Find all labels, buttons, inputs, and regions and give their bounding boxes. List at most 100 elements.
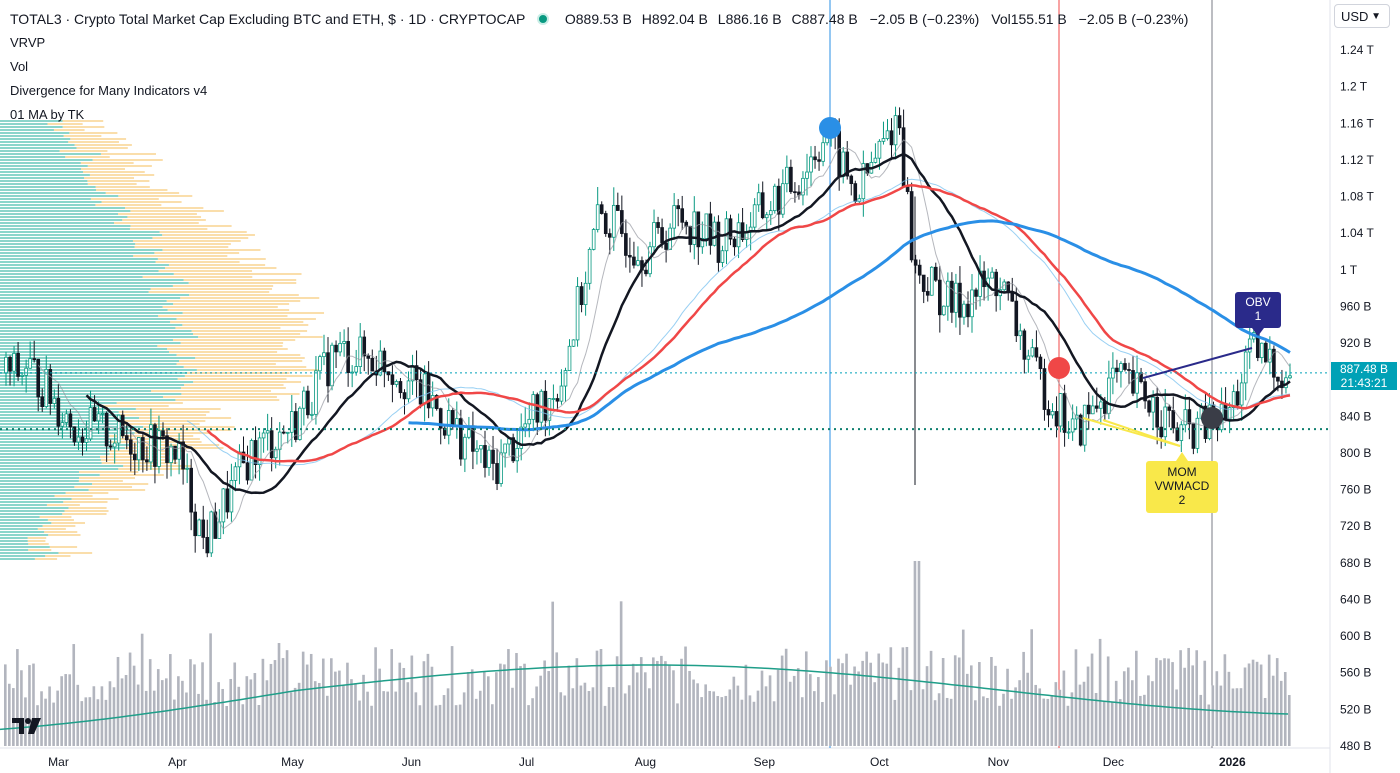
- indicator-divergence[interactable]: Divergence for Many Indicators v4: [10, 83, 208, 98]
- vrvp-bar-down: [193, 333, 301, 335]
- vrvp-bar-down: [151, 390, 271, 392]
- volume-bar: [390, 649, 394, 746]
- indicator-vol[interactable]: Vol: [10, 59, 29, 74]
- tradingview-logo-icon[interactable]: [12, 716, 42, 736]
- ohlc-open-key: O: [564, 11, 576, 27]
- candle-body: [221, 488, 226, 523]
- volume-bar: [599, 649, 603, 746]
- vrvp-bar-down: [132, 240, 241, 242]
- volume-bar: [330, 658, 333, 746]
- volume-bar: [680, 658, 683, 746]
- indicator-vrvp[interactable]: VRVP: [10, 35, 46, 50]
- vrvp-bar-up: [0, 156, 66, 158]
- volume-bar: [1110, 701, 1114, 746]
- price-tick-label: 840 B: [1340, 409, 1371, 423]
- candle-body: [708, 213, 713, 246]
- volume-bar: [470, 669, 474, 746]
- candle-body: [137, 437, 141, 461]
- vrvp-bar-up: [0, 351, 170, 353]
- vrvp-bar-down: [133, 255, 228, 257]
- volume-bar: [1235, 688, 1239, 746]
- vrvp-bar-up: [0, 219, 123, 221]
- volume-bar: [499, 663, 502, 746]
- volume-bar: [909, 690, 913, 746]
- candle-body: [777, 185, 781, 215]
- vrvp-bar-up: [0, 135, 64, 137]
- vrvp-bar-up: [0, 489, 89, 491]
- candle-body: [664, 242, 668, 250]
- volume-bar: [603, 705, 607, 746]
- volume-bar: [245, 676, 249, 746]
- vrvp-bar-up: [0, 159, 93, 161]
- candle-body: [1094, 405, 1099, 409]
- candle-body: [793, 191, 797, 194]
- candle-body: [314, 370, 318, 415]
- candle-body: [165, 435, 169, 463]
- vrvp-bar-up: [0, 168, 82, 170]
- candle-body: [8, 356, 12, 372]
- volume-bar: [813, 691, 816, 746]
- candle-body: [205, 537, 210, 554]
- candle-body: [736, 222, 741, 248]
- candle-body: [1147, 400, 1151, 413]
- volume-bar: [623, 693, 627, 746]
- volume-bar: [1002, 693, 1005, 746]
- candle-body: [752, 204, 757, 228]
- candle-body: [145, 459, 149, 463]
- candle-body: [185, 467, 189, 470]
- volume-bar: [1046, 698, 1050, 746]
- vrvp-bar-up: [0, 192, 106, 194]
- vrvp-bar-up: [0, 258, 158, 260]
- volume-bar: [1219, 685, 1223, 746]
- volume-bar: [48, 686, 51, 746]
- vrvp-bar-up: [0, 468, 119, 470]
- vrvp-bar-up: [0, 552, 59, 554]
- price-tick-label: 720 B: [1340, 519, 1371, 533]
- volume-bar: [511, 687, 514, 746]
- candle-body: [1260, 342, 1264, 358]
- volume-bar: [1255, 661, 1259, 746]
- candle-body: [523, 423, 528, 428]
- vol-change: −2.05 B (−0.23%): [1078, 11, 1189, 27]
- candle-body: [418, 379, 423, 405]
- ohlc-close: C887.48 B: [786, 11, 858, 27]
- candle-body: [962, 303, 966, 318]
- ohlc-high: H892.04 B: [636, 11, 708, 27]
- vrvp-bar-up: [0, 486, 75, 488]
- candle-body: [80, 436, 85, 443]
- vrvp-bar-up: [0, 285, 173, 287]
- volume-bar: [1179, 650, 1182, 746]
- volume-bar: [462, 692, 466, 746]
- volume-bar: [1038, 688, 1042, 746]
- volume-bar: [953, 655, 957, 746]
- vrvp-bar-up: [0, 165, 88, 167]
- volume-bar: [664, 661, 667, 746]
- candle-body: [885, 130, 890, 139]
- indicator-ma[interactable]: 01 MA by TK: [10, 107, 85, 122]
- candle-body: [1235, 391, 1240, 406]
- candle-body: [1135, 372, 1139, 394]
- symbol-title[interactable]: TOTAL3 · Crypto Total Market Cap Excludi…: [10, 11, 526, 27]
- vrvp-bar-down: [172, 285, 274, 287]
- volume-bar: [684, 646, 687, 746]
- candle-body: [390, 374, 395, 385]
- vrvp-bar-up: [0, 462, 102, 464]
- candle-body: [942, 305, 946, 316]
- candle-body: [28, 358, 32, 369]
- vrvp-bar-up: [0, 222, 115, 224]
- vrvp-bar-up: [0, 297, 181, 299]
- vrvp-bar-down: [101, 462, 178, 464]
- currency-select[interactable]: USD ▼: [1334, 4, 1390, 28]
- ohlc-low-key: L: [717, 11, 726, 27]
- vrvp-bar-up: [0, 330, 192, 332]
- candle-body: [889, 130, 894, 146]
- volume-bar: [1275, 658, 1279, 746]
- volume-bar: [454, 705, 458, 746]
- volume-bar: [342, 685, 345, 746]
- vrvp-bar-down: [138, 417, 232, 419]
- candle-body: [974, 289, 978, 297]
- candle-body: [1115, 367, 1119, 373]
- vrvp-bar-up: [0, 300, 167, 302]
- vrvp-bar-down: [54, 495, 93, 497]
